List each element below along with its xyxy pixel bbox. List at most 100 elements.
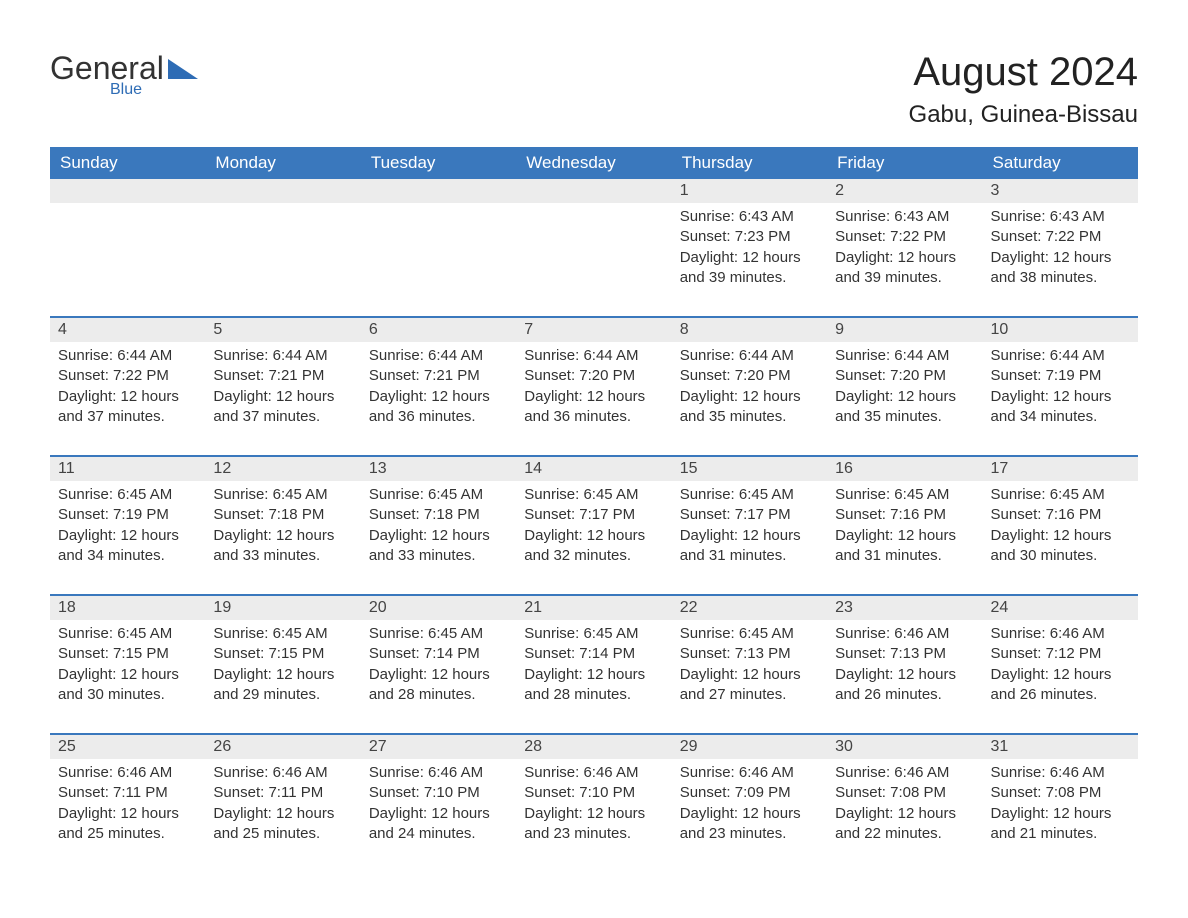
daynum-29: 29 (672, 734, 827, 759)
daynum-6: 6 (361, 317, 516, 342)
weekday-monday: Monday (205, 147, 360, 179)
daynum-5: 5 (205, 317, 360, 342)
sunrise-text: Sunrise: 6:45 AM (680, 485, 819, 505)
daylight-text: Daylight: 12 hours and 37 minutes. (213, 387, 352, 428)
sunrise-text: Sunrise: 6:46 AM (369, 763, 508, 783)
brand-part1: General (50, 50, 164, 87)
empty-detail (205, 203, 360, 317)
sunrise-text: Sunrise: 6:46 AM (58, 763, 197, 783)
daylight-text: Daylight: 12 hours and 38 minutes. (991, 248, 1130, 289)
daynum-16: 16 (827, 456, 982, 481)
daynum-22: 22 (672, 595, 827, 620)
daylight-text: Daylight: 12 hours and 28 minutes. (524, 665, 663, 706)
daylight-text: Daylight: 12 hours and 28 minutes. (369, 665, 508, 706)
daylight-text: Daylight: 12 hours and 26 minutes. (991, 665, 1130, 706)
daynum-24: 24 (983, 595, 1138, 620)
sunrise-text: Sunrise: 6:46 AM (835, 624, 974, 644)
daynum-7: 7 (516, 317, 671, 342)
sunrise-text: Sunrise: 6:46 AM (991, 624, 1130, 644)
sunrise-text: Sunrise: 6:46 AM (213, 763, 352, 783)
daynum-26: 26 (205, 734, 360, 759)
daylight-text: Daylight: 12 hours and 30 minutes. (58, 665, 197, 706)
sunset-text: Sunset: 7:19 PM (58, 505, 197, 525)
sunset-text: Sunset: 7:08 PM (835, 783, 974, 803)
detail-23: Sunrise: 6:46 AMSunset: 7:13 PMDaylight:… (827, 620, 982, 734)
sunrise-text: Sunrise: 6:46 AM (524, 763, 663, 783)
daylight-text: Daylight: 12 hours and 23 minutes. (680, 804, 819, 845)
sunrise-text: Sunrise: 6:45 AM (213, 485, 352, 505)
week3-detail-row: Sunrise: 6:45 AMSunset: 7:19 PMDaylight:… (50, 481, 1138, 595)
sunset-text: Sunset: 7:22 PM (58, 366, 197, 386)
sunrise-text: Sunrise: 6:43 AM (835, 207, 974, 227)
detail-14: Sunrise: 6:45 AMSunset: 7:17 PMDaylight:… (516, 481, 671, 595)
sunset-text: Sunset: 7:15 PM (58, 644, 197, 664)
sunrise-text: Sunrise: 6:45 AM (835, 485, 974, 505)
daylight-text: Daylight: 12 hours and 30 minutes. (991, 526, 1130, 567)
daynum-31: 31 (983, 734, 1138, 759)
daylight-text: Daylight: 12 hours and 25 minutes. (213, 804, 352, 845)
weekday-wednesday: Wednesday (516, 147, 671, 179)
sunset-text: Sunset: 7:17 PM (524, 505, 663, 525)
detail-11: Sunrise: 6:45 AMSunset: 7:19 PMDaylight:… (50, 481, 205, 595)
detail-1: Sunrise: 6:43 AM Sunset: 7:23 PM Dayligh… (672, 203, 827, 317)
weekday-thursday: Thursday (672, 147, 827, 179)
weekday-friday: Friday (827, 147, 982, 179)
daynum-17: 17 (983, 456, 1138, 481)
sunrise-text: Sunrise: 6:44 AM (835, 346, 974, 366)
detail-28: Sunrise: 6:46 AMSunset: 7:10 PMDaylight:… (516, 759, 671, 872)
detail-9: Sunrise: 6:44 AMSunset: 7:20 PMDaylight:… (827, 342, 982, 456)
sunset-text: Sunset: 7:22 PM (991, 227, 1130, 247)
detail-18: Sunrise: 6:45 AMSunset: 7:15 PMDaylight:… (50, 620, 205, 734)
calendar-table: Sunday Monday Tuesday Wednesday Thursday… (50, 147, 1138, 872)
daylight-text: Daylight: 12 hours and 39 minutes. (835, 248, 974, 289)
sunset-text: Sunset: 7:13 PM (680, 644, 819, 664)
empty-detail (361, 203, 516, 317)
daynum-19: 19 (205, 595, 360, 620)
daynum-8: 8 (672, 317, 827, 342)
empty-cell (50, 179, 205, 203)
empty-cell (205, 179, 360, 203)
detail-26: Sunrise: 6:46 AMSunset: 7:11 PMDaylight:… (205, 759, 360, 872)
sunrise-text: Sunrise: 6:46 AM (991, 763, 1130, 783)
daynum-23: 23 (827, 595, 982, 620)
daylight-text: Daylight: 12 hours and 31 minutes. (835, 526, 974, 567)
sunset-text: Sunset: 7:14 PM (524, 644, 663, 664)
detail-24: Sunrise: 6:46 AMSunset: 7:12 PMDaylight:… (983, 620, 1138, 734)
sunrise-text: Sunrise: 6:45 AM (58, 624, 197, 644)
sunset-text: Sunset: 7:11 PM (58, 783, 197, 803)
sunrise-text: Sunrise: 6:46 AM (680, 763, 819, 783)
daylight-text: Daylight: 12 hours and 24 minutes. (369, 804, 508, 845)
daynum-2: 2 (827, 179, 982, 203)
daynum-20: 20 (361, 595, 516, 620)
daylight-text: Daylight: 12 hours and 26 minutes. (835, 665, 974, 706)
sunset-text: Sunset: 7:09 PM (680, 783, 819, 803)
daynum-13: 13 (361, 456, 516, 481)
daynum-12: 12 (205, 456, 360, 481)
daynum-10: 10 (983, 317, 1138, 342)
weekday-tuesday: Tuesday (361, 147, 516, 179)
sunset-text: Sunset: 7:12 PM (991, 644, 1130, 664)
brand-part2: Blue (110, 81, 142, 99)
title-block: August 2024 Gabu, Guinea-Bissau (909, 50, 1138, 129)
detail-17: Sunrise: 6:45 AMSunset: 7:16 PMDaylight:… (983, 481, 1138, 595)
week1-detail-row: Sunrise: 6:43 AM Sunset: 7:23 PM Dayligh… (50, 203, 1138, 317)
daynum-18: 18 (50, 595, 205, 620)
sunrise-text: Sunrise: 6:45 AM (58, 485, 197, 505)
week1-daynum-row: 1 2 3 (50, 179, 1138, 203)
detail-31: Sunrise: 6:46 AMSunset: 7:08 PMDaylight:… (983, 759, 1138, 872)
sunset-text: Sunset: 7:17 PM (680, 505, 819, 525)
detail-5: Sunrise: 6:44 AMSunset: 7:21 PMDaylight:… (205, 342, 360, 456)
week2-detail-row: Sunrise: 6:44 AM Sunset: 7:22 PM Daylight:… (50, 342, 1138, 456)
daylight-text: Daylight: 12 hours and 34 minutes. (58, 526, 197, 567)
weekday-header-row: Sunday Monday Tuesday Wednesday Thursday… (50, 147, 1138, 179)
daylight-text: Daylight: 12 hours and 34 minutes. (991, 387, 1130, 428)
sunrise-text: Sunrise: 6:44 AM (369, 346, 508, 366)
daynum-11: 11 (50, 456, 205, 481)
week5-daynum-row: 25 26 27 28 29 30 31 (50, 734, 1138, 759)
daynum-14: 14 (516, 456, 671, 481)
detail-22: Sunrise: 6:45 AMSunset: 7:13 PMDaylight:… (672, 620, 827, 734)
sunrise-text: Sunrise: 6:45 AM (213, 624, 352, 644)
weekday-saturday: Saturday (983, 147, 1138, 179)
daynum-15: 15 (672, 456, 827, 481)
daynum-30: 30 (827, 734, 982, 759)
